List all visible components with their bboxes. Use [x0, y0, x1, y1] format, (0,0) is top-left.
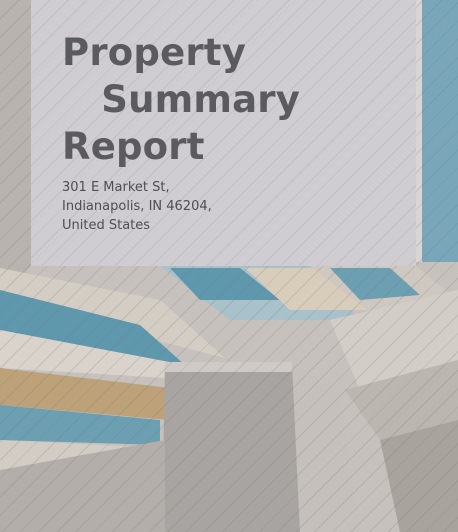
report-title: Property Summary Report — [62, 29, 300, 170]
title-line-3: Report — [62, 125, 205, 168]
property-address: 301 E Market St, Indianapolis, IN 46204,… — [62, 178, 212, 235]
address-line-2: Indianapolis, IN 46204, — [62, 199, 212, 214]
panel-hatch — [31, 0, 416, 266]
address-line-1: 301 E Market St, — [62, 180, 170, 195]
title-line-1: Property — [62, 31, 247, 74]
title-panel: Property Summary Report 301 E Market St,… — [31, 0, 416, 266]
address-line-3: United States — [62, 218, 151, 233]
title-line-2: Summary — [62, 78, 301, 121]
